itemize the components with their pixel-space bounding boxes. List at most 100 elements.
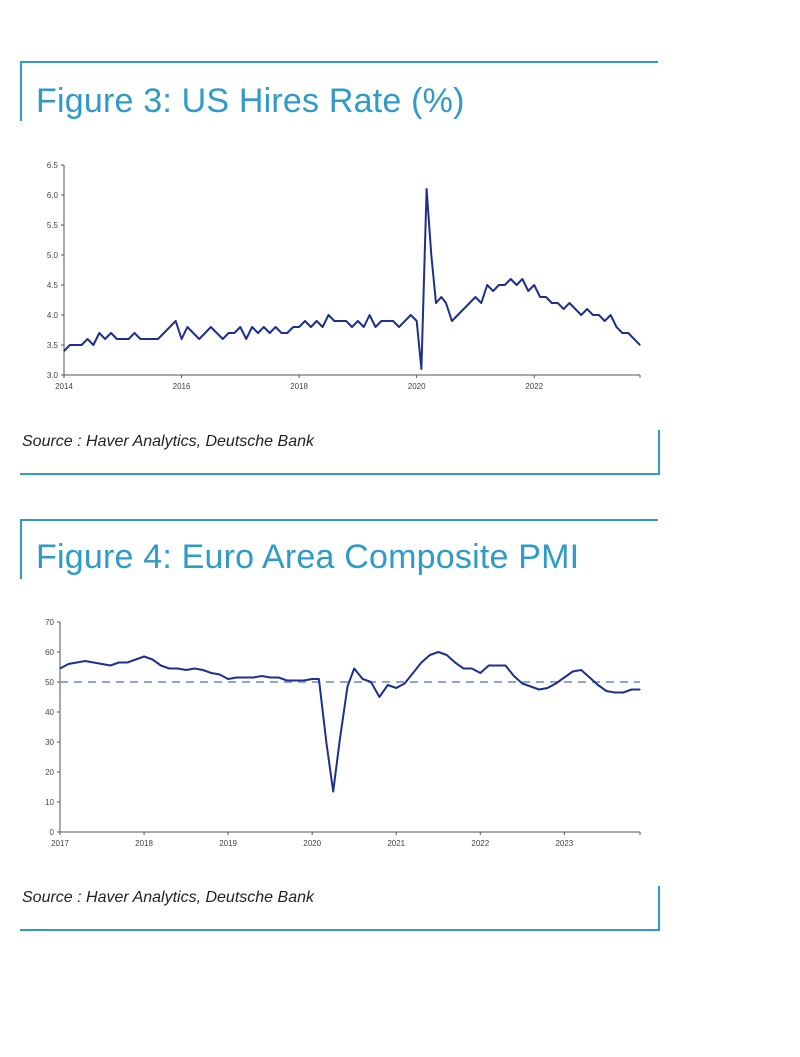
fig3-data-point — [521, 278, 524, 280]
fig4-data-point — [193, 667, 196, 670]
fig3-data-point — [86, 338, 89, 340]
fig3-data-point — [451, 320, 453, 322]
fig3-data-point — [380, 320, 382, 322]
fig4-data-point — [479, 672, 481, 674]
figure-4-top-rule — [20, 519, 658, 521]
fig3-x-tick-label: 2016 — [173, 382, 191, 391]
fig3-data-point — [545, 296, 547, 298]
fig3-data-point — [280, 332, 283, 334]
fig3-data-point — [604, 320, 606, 322]
fig4-data-point — [378, 696, 381, 698]
fig4-data-point — [639, 688, 641, 691]
fig3-data-point — [81, 344, 83, 346]
fig3-data-point — [292, 326, 294, 328]
fig3-data-point — [363, 326, 365, 328]
fig4-data-point — [395, 687, 397, 689]
fig4-data-point — [325, 742, 328, 745]
fig4-data-point — [437, 651, 439, 653]
fig3-data-point — [157, 338, 159, 340]
fig3-data-point — [480, 302, 482, 304]
fig4-x-tick-label: 2022 — [471, 839, 489, 848]
fig4-data-point — [353, 667, 355, 670]
fig4-data-point — [546, 687, 549, 689]
figure-4-bottom-rule — [20, 929, 660, 931]
fig3-data-point — [498, 284, 500, 286]
fig3-y-tick-label: 6.5 — [47, 161, 59, 170]
fig4-data-point — [538, 688, 540, 691]
fig4-data-point — [339, 738, 341, 740]
fig4-x-tick-label: 2017 — [51, 839, 69, 848]
fig3-data-point — [551, 302, 553, 304]
fig4-data-point — [177, 667, 179, 670]
fig4-data-point — [513, 675, 515, 677]
fig3-y-tick-label: 5.5 — [47, 221, 59, 230]
fig3-data-point — [128, 338, 130, 340]
fig3-data-point — [298, 326, 300, 328]
fig3-data-point — [386, 320, 388, 322]
fig4-data-point — [588, 676, 591, 679]
fig4-data-point — [160, 664, 162, 667]
fig3-data-point — [175, 320, 177, 322]
fig3-data-point — [627, 332, 629, 334]
fig3-data-point — [204, 332, 206, 334]
fig3-data-point — [633, 338, 635, 340]
fig3-data-point — [586, 308, 588, 310]
fig4-y-tick-label: 60 — [45, 648, 54, 657]
fig4-data-point — [210, 672, 212, 674]
fig4-data-point — [67, 663, 70, 665]
fig4-data-point — [572, 670, 574, 673]
fig3-data-point — [192, 332, 194, 334]
fig3-data-point — [122, 338, 124, 340]
fig3-data-point — [369, 314, 371, 316]
fig3-data-point — [568, 302, 571, 304]
fig3-x-tick-label: 2014 — [55, 382, 73, 391]
fig3-data-point — [251, 326, 253, 328]
fig3-data-point — [374, 326, 377, 328]
fig4-data-point — [504, 664, 507, 667]
fig3-data-point — [263, 326, 265, 328]
fig3-series-line — [63, 188, 641, 370]
fig3-data-point — [392, 320, 394, 322]
fig3-data-point — [257, 332, 259, 334]
fig4-data-point — [126, 661, 128, 664]
fig3-data-point — [92, 344, 94, 346]
fig4-data-point — [404, 682, 406, 685]
fig3-data-point — [504, 284, 506, 286]
fig4-x-tick-label: 2019 — [219, 839, 237, 848]
fig3-data-point — [562, 308, 565, 310]
fig3-data-point — [615, 326, 618, 328]
fig4-series-line — [59, 651, 640, 793]
fig3-data-point — [169, 326, 171, 328]
fig3-data-point — [316, 320, 318, 322]
fig4-data-point — [362, 678, 364, 680]
fig4-y-tick-label: 40 — [45, 708, 54, 717]
fig3-data-point — [239, 326, 241, 328]
fig3-data-point — [75, 344, 77, 346]
fig4-data-point — [555, 682, 557, 685]
fig4-data-point — [84, 660, 86, 662]
fig3-data-point — [210, 326, 212, 328]
fig3-data-point — [180, 338, 183, 340]
fig4-data-point — [303, 679, 305, 682]
fig3-data-point — [404, 320, 406, 322]
fig3-data-point — [339, 320, 341, 322]
fig3-data-point — [621, 332, 623, 334]
fig3-data-point — [598, 314, 600, 316]
figure-3-bottom-rule — [20, 473, 660, 475]
fig4-data-point — [59, 667, 61, 670]
figure-4-right-rule — [658, 886, 660, 930]
fig3-data-point — [63, 350, 65, 352]
fig3-x-tick-label: 2020 — [408, 382, 426, 391]
fig4-data-point — [227, 678, 229, 680]
fig4-data-point — [597, 684, 599, 686]
fig3-data-point — [216, 332, 218, 334]
fig4-data-point — [143, 655, 145, 658]
fig3-data-point — [420, 368, 422, 370]
fig4-data-point — [109, 664, 112, 667]
figure-4-source: Source : Haver Analytics, Deutsche Bank — [22, 889, 314, 906]
fig4-data-point — [446, 654, 448, 656]
fig4-data-point — [101, 663, 103, 665]
fig4-data-point — [244, 676, 246, 679]
fig4-data-point — [387, 684, 389, 686]
fig3-data-point — [398, 326, 400, 328]
